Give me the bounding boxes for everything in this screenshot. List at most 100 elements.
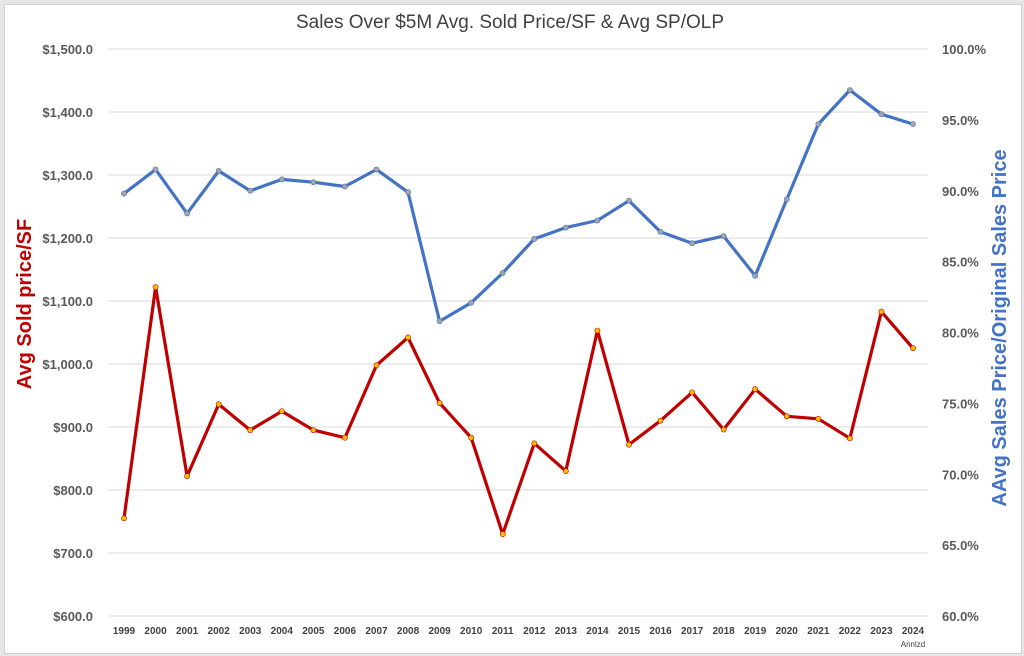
data-point-left	[752, 386, 759, 393]
right-tick-label: 70.0%	[942, 467, 979, 482]
left-axis-label: Avg Sold price/SF	[14, 219, 36, 389]
data-point-left	[468, 434, 475, 441]
x-tick-label: 2023	[870, 626, 893, 637]
x-tick-label: 2009	[428, 626, 451, 637]
x-tick-label: 2002	[208, 626, 231, 637]
x-tick-sublabel: Annlzd	[901, 640, 925, 649]
data-point-right	[657, 228, 664, 235]
right-tick-label: 95.0%	[942, 113, 979, 128]
data-point-left	[783, 413, 790, 420]
x-tick-label: 2001	[176, 626, 199, 637]
x-tick-label: 2020	[776, 626, 799, 637]
x-tick-label: 2024	[902, 626, 925, 637]
data-point-left	[815, 415, 822, 422]
data-point-right	[184, 210, 191, 217]
left-tick-label: $1,500.0	[42, 42, 93, 57]
data-point-left	[846, 435, 853, 442]
data-point-left	[657, 417, 664, 424]
right-tick-label: 80.0%	[942, 326, 979, 341]
x-tick-label: 2016	[649, 626, 672, 637]
x-tick-label: 2011	[492, 626, 514, 637]
left-tick-label: $1,300.0	[42, 168, 93, 183]
x-tick-label: 2015	[618, 626, 641, 637]
data-point-left	[152, 284, 159, 291]
data-point-right	[121, 190, 127, 197]
x-tick-label: 2022	[839, 626, 862, 637]
data-point-right	[689, 240, 695, 247]
data-point-right	[752, 272, 759, 279]
right-tick-label: 60.0%	[942, 609, 979, 624]
x-tick-label: 2010	[460, 626, 483, 637]
data-point-right	[405, 189, 411, 196]
left-axis-ticks: $600.0 $700.0 $800.0 $900.0 $1,000.0 $1,100.0…	[42, 42, 93, 624]
data-point-left	[594, 327, 601, 334]
right-tick-label: 90.0%	[942, 184, 979, 199]
data-point-left	[562, 468, 569, 474]
right-axis-label: AAvg Sales Price/Original Sales Price	[989, 149, 1011, 506]
data-point-right	[215, 168, 222, 174]
data-point-left	[531, 440, 538, 447]
left-tick-label: $1,200.0	[42, 231, 93, 246]
data-point-left	[342, 434, 348, 441]
data-point-right	[720, 233, 727, 240]
x-tick-label: 2005	[302, 626, 325, 637]
x-tick-label: 2004	[271, 626, 294, 637]
data-point-left	[910, 345, 916, 352]
x-tick-label: 2019	[744, 626, 767, 637]
data-point-right	[815, 121, 822, 128]
x-tick-label: 2018	[713, 626, 736, 637]
left-tick-label: $1,400.0	[42, 105, 93, 120]
data-point-right	[531, 236, 538, 242]
right-tick-label: 75.0%	[942, 396, 979, 411]
left-tick-label: $900.0	[53, 420, 93, 435]
left-tick-label: $700.0	[53, 546, 93, 561]
data-point-right	[247, 187, 254, 194]
left-tick-label: $1,100.0	[42, 294, 93, 309]
data-point-right	[373, 166, 380, 173]
left-tick-label: $800.0	[53, 483, 93, 498]
data-point-left	[436, 400, 443, 406]
data-point-right	[278, 176, 285, 183]
right-tick-label: 65.0%	[942, 538, 979, 553]
data-point-right	[310, 179, 317, 186]
data-point-left	[247, 427, 254, 434]
x-tick-label: 1999	[113, 626, 136, 637]
x-tick-label: 2021	[807, 626, 830, 637]
x-tick-label: 2000	[144, 626, 167, 637]
x-tick-label: 2006	[334, 626, 357, 637]
chart-title: Sales Over $5M Avg. Sold Price/SF & Avg …	[296, 12, 724, 33]
series-layer	[121, 87, 916, 537]
series-line-left	[122, 285, 915, 536]
x-tick-label: 2007	[365, 626, 388, 637]
data-point-left	[121, 515, 127, 522]
x-tick-label: 2003	[239, 626, 262, 637]
right-tick-label: 100.0%	[942, 42, 987, 57]
data-point-left	[720, 426, 727, 433]
data-point-right	[878, 111, 885, 118]
series-line-right	[122, 88, 915, 323]
data-point-left	[215, 401, 222, 408]
data-point-right	[594, 217, 601, 224]
data-point-right	[342, 183, 348, 190]
x-tick-label: 2008	[397, 626, 420, 637]
data-point-right	[910, 121, 916, 128]
data-point-left	[373, 362, 380, 369]
data-point-right	[562, 224, 569, 231]
data-point-left	[310, 427, 317, 434]
data-point-right	[626, 197, 632, 204]
data-point-left	[689, 389, 695, 396]
right-axis-ticks: 60.0% 65.0% 70.0% 75.0% 80.0% 85.0% 90.0% 95.0%…	[942, 42, 987, 624]
right-tick-label: 85.0%	[942, 255, 979, 270]
data-point-right	[152, 166, 159, 173]
data-point-right	[783, 196, 790, 203]
data-point-left	[626, 441, 632, 448]
data-point-right	[846, 87, 853, 94]
x-tick-label: 2013	[555, 626, 578, 637]
data-point-left	[878, 308, 885, 315]
data-point-left	[184, 473, 191, 480]
x-tick-label: 2017	[681, 626, 704, 637]
data-point-left	[405, 334, 411, 341]
x-tick-label: 2012	[523, 626, 546, 637]
gridlines	[108, 48, 928, 617]
